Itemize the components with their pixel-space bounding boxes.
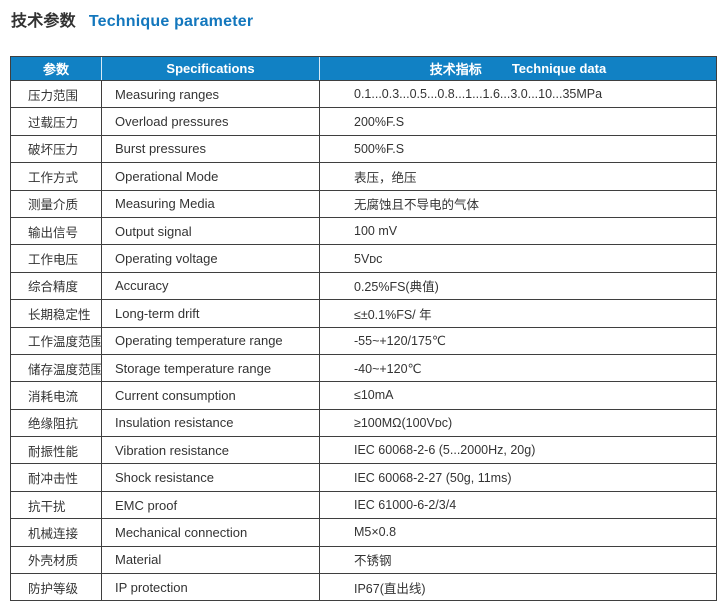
cell-technique-value: ≥100MΩ(100Vᴅᴄ) [319, 409, 716, 437]
cell-technique-value: IEC 60068-2-27 (50g, 11ms) [319, 464, 716, 491]
table-row: 长期稳定性 Long-term drift ≤±0.1%FS/ 年 [11, 299, 716, 327]
cell-parameter-cn: 长期稳定性 [28, 307, 91, 322]
table-row: 破坏压力 Burst pressures 500%F.S [11, 134, 716, 163]
table-row: 工作电压 Operating voltage 5Vᴅᴄ [11, 244, 716, 272]
cell-parameter-cn: 输出信号 [28, 225, 79, 240]
cell-technique-value: 200%F.S [319, 108, 716, 135]
table-row: 综合精度 Accuracy 0.25%FS(典值) [11, 271, 716, 300]
cell-specification-en: Measuring Media [101, 190, 319, 217]
cell-specification-en: IP protection [101, 574, 319, 601]
technique-parameter-table: 参数 Specifications 技术指标 Technique data 压力… [10, 56, 717, 601]
cell-parameter-cn: 工作电压 [28, 253, 79, 268]
table-row: 测量介质 Measuring Media 无腐蚀且不导电的气体 [11, 189, 716, 217]
cell-specification-en: Vibration resistance [101, 437, 319, 464]
table-row: 抗干扰 EMC proof IEC 61000-6-2/3/4 [11, 490, 716, 519]
cell-technique-value: 500%F.S [319, 135, 716, 163]
cell-parameter-cn: 测量介质 [28, 198, 79, 213]
header-technique-data: 技术指标 Technique data [319, 57, 716, 80]
cell-technique-value: 0.1...0.3...0.5...0.8...1...1.6...3.0...… [319, 81, 716, 108]
header-technique-data-cn: 技术指标 [429, 62, 482, 77]
cell-specification-en: Long-term drift [101, 300, 319, 327]
header-technique-data-en: Technique data [511, 61, 607, 76]
cell-specification-en: Burst pressures [101, 135, 319, 163]
cell-parameter-cn: 工作方式 [28, 170, 79, 185]
table-row: 工作方式 Operational Mode 表压，绝压 [11, 162, 716, 190]
cell-parameter-cn: 过载压力 [28, 116, 79, 131]
cell-specification-en: EMC proof [101, 491, 319, 519]
table-row: 消耗电流 Current consumption ≤10mA [11, 381, 716, 409]
header-specifications: Specifications [101, 57, 319, 80]
cell-parameter-cn: 压力范围 [28, 88, 79, 103]
table-row: 外壳材质 Material 不锈钢 [11, 545, 716, 574]
cell-technique-value: IP67(直出线) [319, 574, 716, 601]
cell-parameter-cn: 绝缘阻抗 [28, 417, 79, 432]
cell-technique-value: IEC 61000-6-2/3/4 [319, 491, 716, 519]
cell-specification-en: Accuracy [101, 272, 319, 300]
cell-technique-value: 0.25%FS(典值) [319, 272, 716, 300]
section-title: 技术参数 Technique parameter [11, 7, 253, 31]
cell-specification-en: Current consumption [101, 382, 319, 409]
cell-technique-value: 表压，绝压 [319, 163, 716, 190]
cell-technique-value: 无腐蚀且不导电的气体 [319, 190, 716, 217]
table-row: 耐振性能 Vibration resistance IEC 60068-2-6 … [11, 436, 716, 464]
section-title-en: Technique parameter [88, 13, 254, 30]
table-row: 储存温度范围 Storage temperature range -40~+12… [11, 353, 716, 382]
cell-specification-en: Overload pressures [101, 108, 319, 135]
cell-specification-en: Measuring ranges [101, 81, 319, 108]
cell-technique-value: 100 mV [319, 217, 716, 245]
cell-parameter-cn: 破坏压力 [28, 143, 79, 158]
cell-specification-en: Mechanical connection [101, 519, 319, 546]
table-body: 压力范围 Measuring ranges 0.1...0.3...0.5...… [11, 80, 716, 601]
table-row: 压力范围 Measuring ranges 0.1...0.3...0.5...… [11, 80, 716, 108]
cell-parameter-cn: 耐冲击性 [28, 472, 79, 487]
cell-technique-value: ≤10mA [319, 382, 716, 409]
section-title-cn: 技术参数 [11, 13, 76, 30]
table-row: 输出信号 Output signal 100 mV [11, 216, 716, 245]
cell-technique-value: IEC 60068-2-6 (5...2000Hz, 20g) [319, 437, 716, 464]
cell-parameter-cn: 耐振性能 [28, 444, 79, 459]
cell-specification-en: Material [101, 546, 319, 574]
table-row: 过载压力 Overload pressures 200%F.S [11, 107, 716, 135]
cell-technique-value: M5×0.8 [319, 519, 716, 546]
cell-parameter-cn: 防护等级 [28, 581, 79, 596]
table-row: 绝缘阻抗 Insulation resistance ≥100MΩ(100Vᴅᴄ… [11, 408, 716, 437]
cell-technique-value: ≤±0.1%FS/ 年 [319, 300, 716, 327]
cell-technique-value: -55~+120/175℃ [319, 327, 716, 354]
cell-specification-en: Output signal [101, 217, 319, 245]
cell-parameter-cn: 综合精度 [28, 280, 79, 295]
cell-specification-en: Shock resistance [101, 464, 319, 491]
cell-parameter-cn: 机械连接 [28, 526, 79, 541]
cell-specification-en: Insulation resistance [101, 409, 319, 437]
cell-technique-value: 不锈钢 [319, 546, 716, 574]
cell-technique-value: -40~+120℃ [319, 354, 716, 382]
cell-parameter-cn: 储存温度范围 [28, 362, 101, 377]
cell-parameter-cn: 消耗电流 [28, 389, 79, 404]
header-parameter: 参数 [42, 62, 69, 77]
cell-specification-en: Storage temperature range [101, 354, 319, 382]
cell-parameter-cn: 工作温度范围 [28, 335, 101, 350]
table-row: 防护等级 IP protection IP67(直出线) [11, 573, 716, 601]
cell-specification-en: Operating voltage [101, 245, 319, 272]
table-row: 机械连接 Mechanical connection M5×0.8 [11, 518, 716, 546]
cell-parameter-cn: 抗干扰 [28, 499, 66, 514]
cell-specification-en: Operational Mode [101, 163, 319, 190]
cell-technique-value: 5Vᴅᴄ [319, 245, 716, 272]
cell-parameter-cn: 外壳材质 [28, 554, 79, 569]
cell-specification-en: Operating temperature range [101, 327, 319, 354]
table-row: 耐冲击性 Shock resistance IEC 60068-2-27 (50… [11, 463, 716, 491]
table-row: 工作温度范围 Operating temperature range -55~+… [11, 326, 716, 354]
table-header-row: 参数 Specifications 技术指标 Technique data [11, 57, 716, 80]
